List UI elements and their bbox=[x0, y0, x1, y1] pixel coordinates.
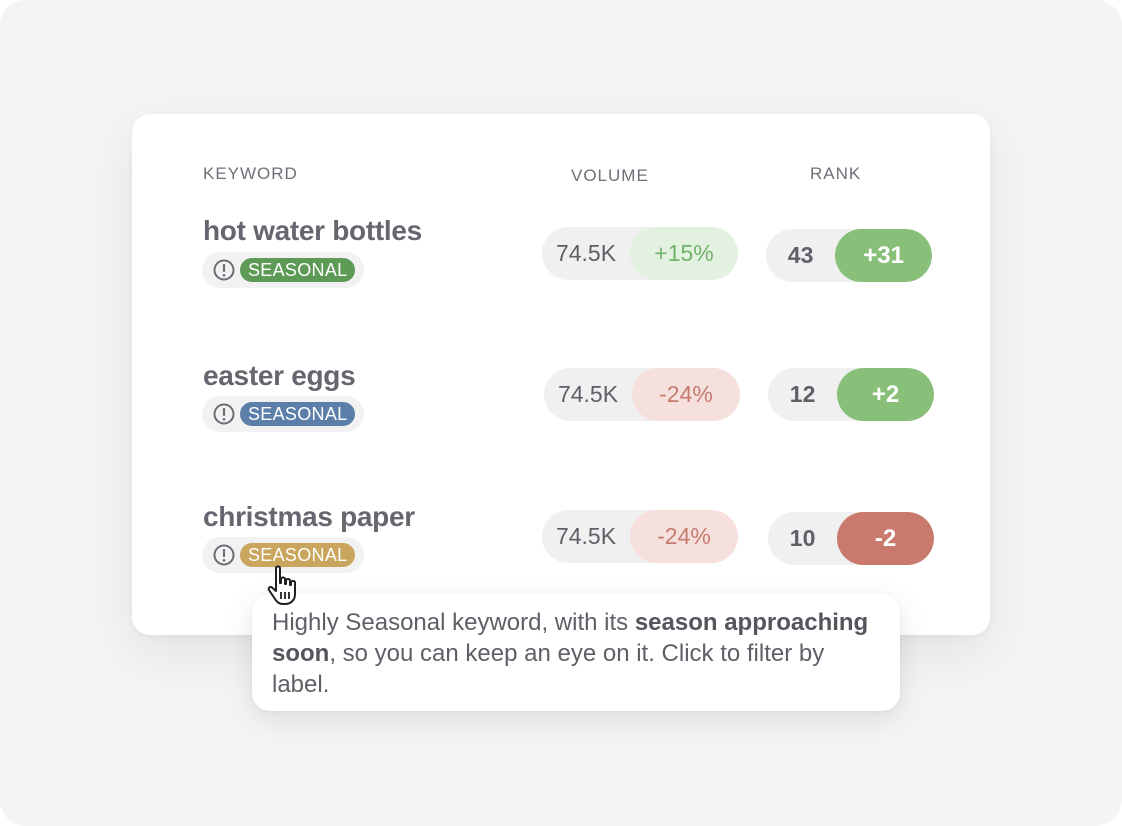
alert-circle-icon bbox=[213, 403, 235, 425]
keyword-name: easter eggs bbox=[203, 360, 356, 391]
volume-value: 74.5K bbox=[555, 240, 617, 266]
rank-value: 12 bbox=[789, 381, 816, 407]
seasonal-tag[interactable]: SEASONAL bbox=[240, 258, 356, 282]
seasonal-tag[interactable]: SEASONAL bbox=[240, 543, 356, 567]
volume-change: -24% bbox=[632, 368, 740, 421]
rank-value: 10 bbox=[789, 525, 816, 551]
keyword-name: hot water bottles bbox=[203, 215, 422, 246]
rank-value: 43 bbox=[787, 242, 814, 268]
pointer-hand-icon bbox=[267, 565, 296, 605]
volume-value: 74.5K bbox=[555, 523, 617, 549]
volume-pill: 74.5K -24% bbox=[542, 510, 738, 563]
keyword-name: christmas paper bbox=[203, 501, 415, 532]
seasonal-label[interactable]: SEASONAL bbox=[202, 396, 364, 432]
tooltip-text-part1: Highly Seasonal keyword, with its bbox=[272, 609, 635, 636]
rank-pill: 10 -2 bbox=[768, 512, 934, 565]
rank-change: +31 bbox=[835, 229, 932, 282]
column-header-rank: RANK bbox=[810, 164, 862, 183]
rank-pill: 12 +2 bbox=[768, 368, 934, 421]
label-tooltip: Highly Seasonal keyword, with its season… bbox=[252, 594, 900, 711]
seasonal-tag[interactable]: SEASONAL bbox=[240, 402, 356, 426]
rank-change: -2 bbox=[837, 512, 934, 565]
volume-change: +15% bbox=[630, 227, 738, 280]
rank-change: +2 bbox=[837, 368, 934, 421]
rank-pill: 43 +31 bbox=[766, 229, 932, 282]
tooltip-text-bold: season approaching soon bbox=[272, 609, 869, 667]
alert-circle-icon bbox=[213, 544, 235, 566]
volume-value: 74.5K bbox=[557, 381, 619, 407]
volume-change: -24% bbox=[630, 510, 738, 563]
volume-pill: 74.5K -24% bbox=[544, 368, 740, 421]
seasonal-label[interactable]: SEASONAL bbox=[202, 537, 364, 573]
volume-pill: 74.5K +15% bbox=[542, 227, 738, 280]
column-header-keyword: KEYWORD bbox=[203, 164, 298, 183]
column-header-volume: VOLUME bbox=[571, 166, 649, 185]
tooltip-text-part2: , so you can keep an eye on it. Click to… bbox=[272, 640, 825, 698]
alert-circle-icon bbox=[213, 259, 235, 281]
seasonal-label[interactable]: SEASONAL bbox=[202, 252, 364, 288]
